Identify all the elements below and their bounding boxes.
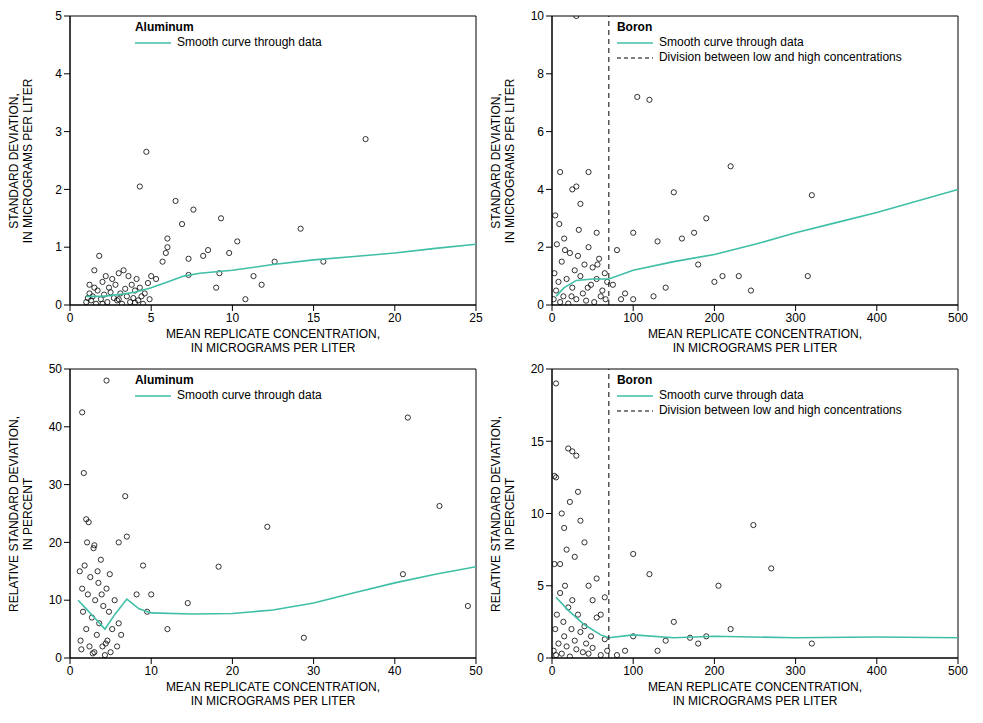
svg-text:0: 0 bbox=[549, 311, 556, 325]
svg-text:0: 0 bbox=[67, 311, 74, 325]
html-text:Smooth curve through data: Smooth curve through data bbox=[659, 35, 804, 49]
svg-text:5: 5 bbox=[537, 579, 544, 593]
svg-text:500: 500 bbox=[948, 311, 968, 325]
svg-text:5: 5 bbox=[55, 9, 62, 23]
svg-text:400: 400 bbox=[867, 664, 887, 678]
svg-text:20: 20 bbox=[531, 362, 545, 376]
svg-text:0: 0 bbox=[55, 651, 62, 665]
svg-text:20: 20 bbox=[226, 664, 240, 678]
html-text:Smooth curve through data: Smooth curve through data bbox=[659, 388, 804, 402]
html-text:Boron: Boron bbox=[617, 20, 653, 34]
html-text:Boron: Boron bbox=[617, 373, 653, 387]
svg-text:200: 200 bbox=[704, 311, 724, 325]
html-text:IN MICROGRAMS PER LITER: IN MICROGRAMS PER LITER bbox=[672, 694, 838, 708]
svg-text:5: 5 bbox=[148, 311, 155, 325]
svg-text:20: 20 bbox=[49, 536, 63, 550]
svg-text:0: 0 bbox=[537, 298, 544, 312]
html-text:RELATIVE STANDARD DEVIATION,: RELATIVE STANDARD DEVIATION, bbox=[489, 415, 503, 612]
html-text:Division between low and high: Division between low and high concentrat… bbox=[659, 403, 902, 417]
html-text:RELATIVE STANDARD DEVIATION,: RELATIVE STANDARD DEVIATION, bbox=[7, 415, 21, 612]
svg-text:15: 15 bbox=[531, 435, 545, 449]
svg-text:8: 8 bbox=[537, 67, 544, 81]
html-text:IN MICROGRAMS PER LITER: IN MICROGRAMS PER LITER bbox=[190, 694, 356, 708]
svg-text:4: 4 bbox=[537, 183, 544, 197]
svg-text:30: 30 bbox=[307, 664, 321, 678]
html-text:MEAN REPLICATE CONCENTRATION,: MEAN REPLICATE CONCENTRATION, bbox=[647, 680, 863, 694]
html-text:IN MICROGRAMS PER LITER: IN MICROGRAMS PER LITER bbox=[21, 78, 35, 243]
svg-text:10: 10 bbox=[226, 311, 240, 325]
svg-text:30: 30 bbox=[49, 478, 63, 492]
svg-text:10: 10 bbox=[531, 9, 545, 23]
svg-text:0: 0 bbox=[67, 664, 74, 678]
html-text:IN PERCENT: IN PERCENT bbox=[21, 477, 35, 550]
html-text:Division between low and high: Division between low and high concentrat… bbox=[659, 50, 902, 64]
svg-text:200: 200 bbox=[704, 664, 724, 678]
svg-text:2: 2 bbox=[537, 240, 544, 254]
svg-text:40: 40 bbox=[388, 664, 402, 678]
svg-text:500: 500 bbox=[948, 664, 968, 678]
svg-text:2: 2 bbox=[55, 183, 62, 197]
svg-text:300: 300 bbox=[786, 664, 806, 678]
svg-text:6: 6 bbox=[537, 125, 544, 139]
svg-text:300: 300 bbox=[786, 311, 806, 325]
svg-text:10: 10 bbox=[145, 664, 159, 678]
html-text:Aluminum: Aluminum bbox=[135, 20, 194, 34]
svg-text:0: 0 bbox=[549, 664, 556, 678]
svg-text:25: 25 bbox=[469, 311, 483, 325]
html-text:IN MICROGRAMS PER LITER: IN MICROGRAMS PER LITER bbox=[190, 341, 356, 355]
html-text:IN MICROGRAMS PER LITER: IN MICROGRAMS PER LITER bbox=[672, 341, 838, 355]
html-text:STANDARD DEVIATION,: STANDARD DEVIATION, bbox=[7, 92, 21, 229]
svg-text:40: 40 bbox=[49, 420, 63, 434]
html-text:IN MICROGRAMS PER LITER: IN MICROGRAMS PER LITER bbox=[503, 78, 517, 243]
svg-text:0: 0 bbox=[55, 298, 62, 312]
html-text:MEAN REPLICATE CONCENTRATION,: MEAN REPLICATE CONCENTRATION, bbox=[165, 680, 381, 694]
svg-text:3: 3 bbox=[55, 125, 62, 139]
html-text:IN PERCENT: IN PERCENT bbox=[503, 477, 517, 550]
html-text:STANDARD DEVIATION,: STANDARD DEVIATION, bbox=[489, 92, 503, 229]
svg-text:400: 400 bbox=[867, 311, 887, 325]
svg-text:100: 100 bbox=[623, 311, 643, 325]
svg-text:50: 50 bbox=[49, 362, 63, 376]
svg-text:10: 10 bbox=[531, 507, 545, 521]
svg-text:20: 20 bbox=[388, 311, 402, 325]
html-text:Aluminum: Aluminum bbox=[135, 373, 194, 387]
svg-text:0: 0 bbox=[537, 651, 544, 665]
html-text:MEAN REPLICATE CONCENTRATION,: MEAN REPLICATE CONCENTRATION, bbox=[647, 327, 863, 341]
svg-text:100: 100 bbox=[623, 664, 643, 678]
html-text:MEAN REPLICATE CONCENTRATION,: MEAN REPLICATE CONCENTRATION, bbox=[165, 327, 381, 341]
html-text:Smooth curve through data: Smooth curve through data bbox=[177, 388, 322, 402]
svg-text:1: 1 bbox=[55, 240, 62, 254]
svg-text:50: 50 bbox=[469, 664, 483, 678]
svg-text:4: 4 bbox=[55, 67, 62, 81]
svg-text:10: 10 bbox=[49, 593, 63, 607]
svg-text:15: 15 bbox=[307, 311, 321, 325]
html-text:Smooth curve through data: Smooth curve through data bbox=[177, 35, 322, 49]
